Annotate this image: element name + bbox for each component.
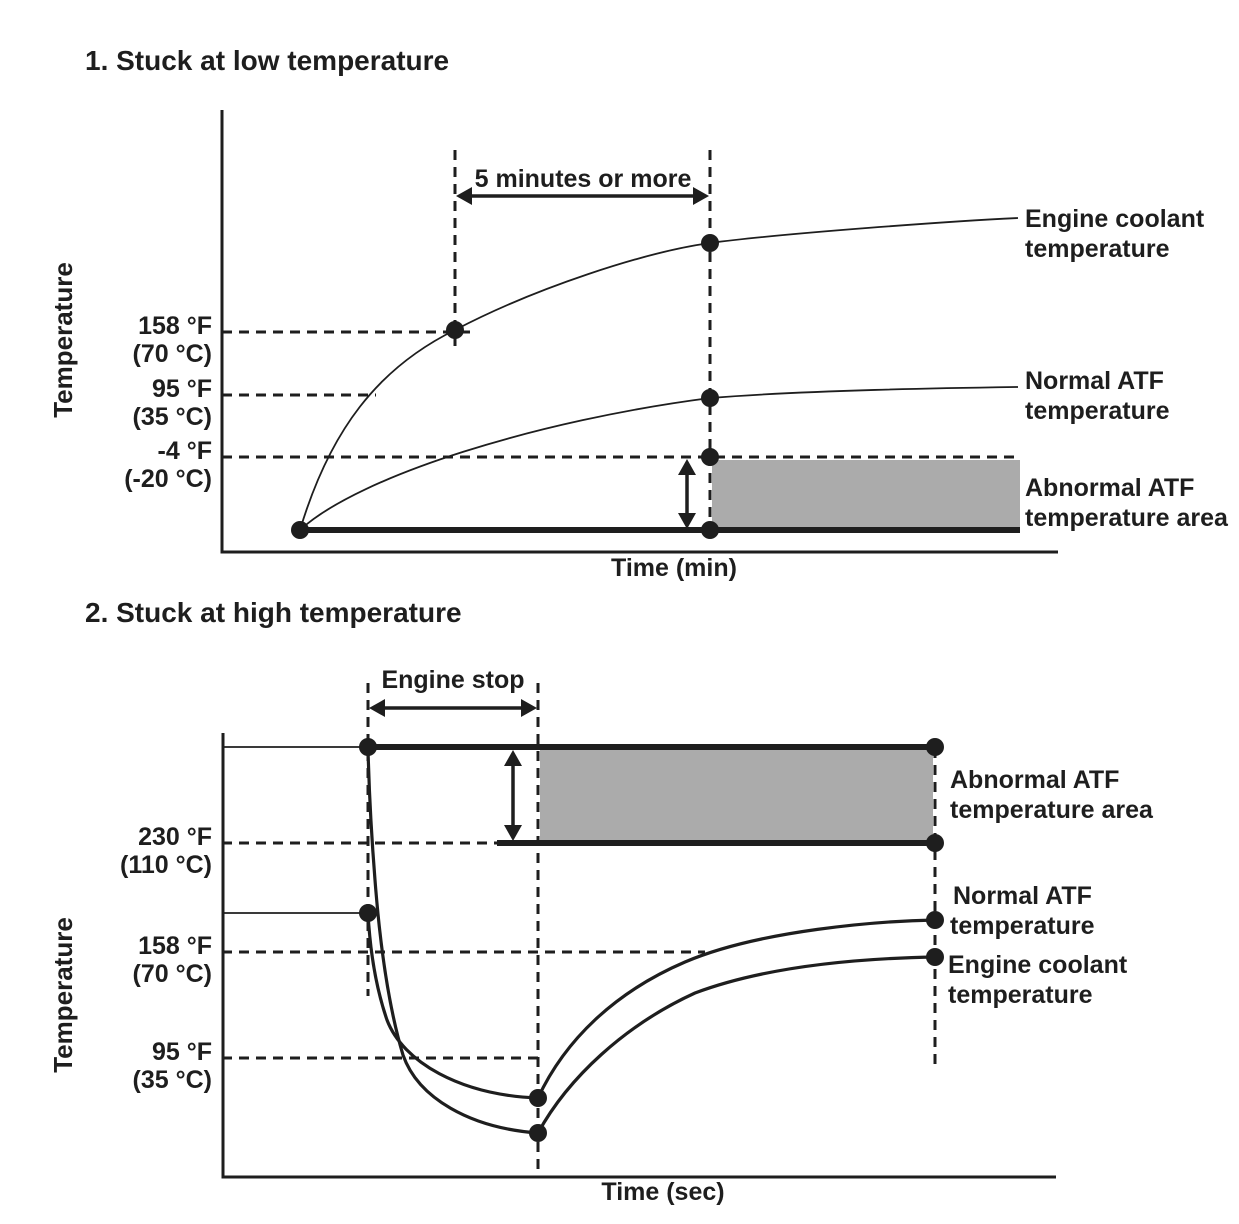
chart2-engine-coolant-label-line2: temperature [948, 981, 1093, 1009]
chart1-tick-95f: 95 °F [152, 375, 212, 403]
chart2-engine-coolant-curve [366, 747, 936, 1135]
chart1-tick-35c: (35 °C) [133, 403, 212, 431]
chart2-normal-atf-label-line1: Normal ATF [953, 882, 1092, 910]
chart1-normal-atf-curve [299, 386, 1019, 531]
chart2-tick-35c: (35 °C) [133, 1066, 212, 1094]
chart2-tick-70c: (70 °C) [133, 960, 212, 988]
chart1-data-dots [291, 234, 719, 539]
chart2-data-dots [359, 738, 944, 1142]
chart1-tick-minus4f: -4 °F [158, 437, 212, 465]
chart1-normal-atf-label-line2: temperature [1025, 397, 1170, 425]
chart2-duration-arrow [369, 699, 537, 717]
chart2-y-axis-label: Temperature [48, 917, 78, 1073]
chart2-tick-230f: 230 °F [138, 823, 212, 851]
chart1-engine-coolant-label-line1: Engine coolant [1025, 205, 1205, 233]
chart1-tick-minus20c: (-20 °C) [124, 465, 212, 493]
chart2-engine-coolant-label-line1: Engine coolant [948, 951, 1128, 979]
chart1-duration-arrow [456, 187, 709, 205]
chart1-abnormal-atf-label-line2: temperature area [1025, 504, 1229, 532]
chart1-x-axis-label: Time (min) [611, 554, 737, 582]
chart1-gap-arrow [678, 459, 696, 529]
chart1-title: 1. Stuck at low temperature [85, 45, 449, 76]
chart2-title: 2. Stuck at high temperature [85, 597, 462, 628]
chart2-tick-95f: 95 °F [152, 1038, 212, 1066]
chart1-tick-158f: 158 °F [138, 312, 212, 340]
chart2-stuck-at-high-temperature: 2. Stuck at high temperature Temperature… [48, 597, 1154, 1206]
chart2-tick-158f: 158 °F [138, 932, 212, 960]
chart1-engine-coolant-curve [299, 217, 1019, 531]
chart1-abnormal-atf-area [712, 460, 1020, 528]
chart1-engine-coolant-label-line2: temperature [1025, 235, 1170, 263]
chart1-duration-annotation: 5 minutes or more [475, 165, 692, 193]
chart1-stuck-at-low-temperature: 1. Stuck at low temperature Temperature … [48, 45, 1229, 582]
chart1-y-axis-label: Temperature [48, 262, 78, 418]
chart1-abnormal-atf-label-line1: Abnormal ATF [1025, 474, 1194, 502]
chart2-x-axis-label: Time (sec) [601, 1178, 724, 1206]
chart2-duration-annotation: Engine stop [381, 666, 524, 694]
chart1-axes [220, 110, 1058, 554]
chart1-tick-70c: (70 °C) [133, 340, 212, 368]
chart2-abnormal-atf-area [540, 750, 933, 840]
chart1-normal-atf-label-line1: Normal ATF [1025, 367, 1164, 395]
chart2-normal-atf-curve [366, 912, 936, 1100]
chart2-normal-atf-label-line2: temperature [950, 912, 1095, 940]
chart2-gap-arrow [504, 750, 522, 841]
chart2-abnormal-atf-label-line2: temperature area [950, 796, 1154, 824]
chart2-tick-110c: (110 °C) [120, 851, 212, 879]
chart2-axes [221, 733, 1056, 1179]
chart2-abnormal-atf-label-line1: Abnormal ATF [950, 766, 1119, 794]
